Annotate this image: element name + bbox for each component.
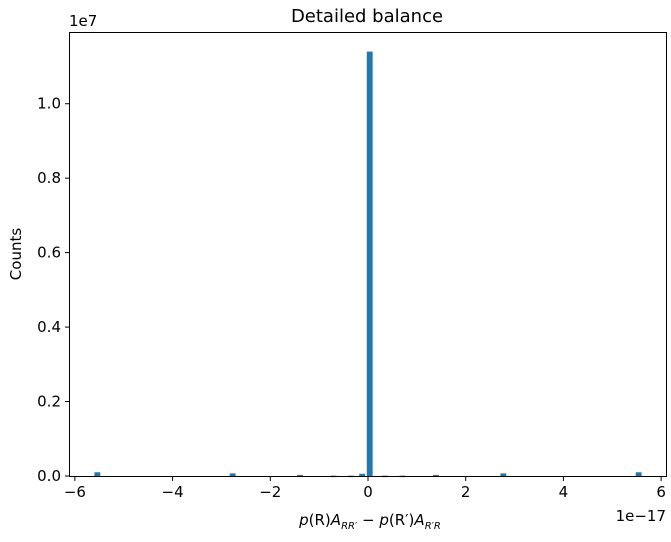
histogram-bar-10 [500, 473, 507, 476]
x-tick-label: −6 [64, 483, 86, 501]
x-tick-label: −4 [162, 483, 184, 501]
y-offset-label: 1e7 [69, 12, 97, 30]
plot-area-frame [69, 32, 667, 477]
y-axis-label: Counts [7, 228, 25, 281]
x-tick-label: 6 [656, 483, 666, 501]
x-tick-label: 4 [559, 483, 569, 501]
y-tick-label: 0.6 [37, 244, 61, 262]
x-tick-label: −2 [259, 483, 281, 501]
y-tick-label: 0.8 [37, 169, 61, 187]
histogram-bar-9 [432, 474, 439, 477]
x-offset-label: 1e−17 [616, 507, 666, 525]
x-tick-label: 0 [363, 483, 373, 501]
y-tick-label: 0.2 [37, 393, 61, 411]
histogram-bar-2 [297, 474, 304, 477]
histogram-bar-1 [229, 473, 236, 476]
x-tick-label: 2 [461, 483, 471, 501]
y-tick-label: 1.0 [37, 95, 61, 113]
bars-group [94, 51, 642, 478]
histogram-bar-0 [94, 472, 101, 476]
histogram-bar-5 [359, 473, 366, 476]
histogram-bar-11 [635, 472, 642, 476]
x-axis-label: p(R)ARR′ − p(R′)AR′R [298, 511, 441, 532]
y-ticks-group: 0.0 0.2 0.4 0.6 0.8 1.0 [37, 95, 70, 485]
x-ticks-group: −6 −4 −2 0 2 4 6 [64, 476, 666, 501]
histogram-bar-6 [366, 51, 373, 477]
y-tick-label: 0.4 [37, 318, 61, 336]
y-tick-label: 0.0 [37, 467, 61, 485]
chart-title: Detailed balance [291, 6, 443, 27]
